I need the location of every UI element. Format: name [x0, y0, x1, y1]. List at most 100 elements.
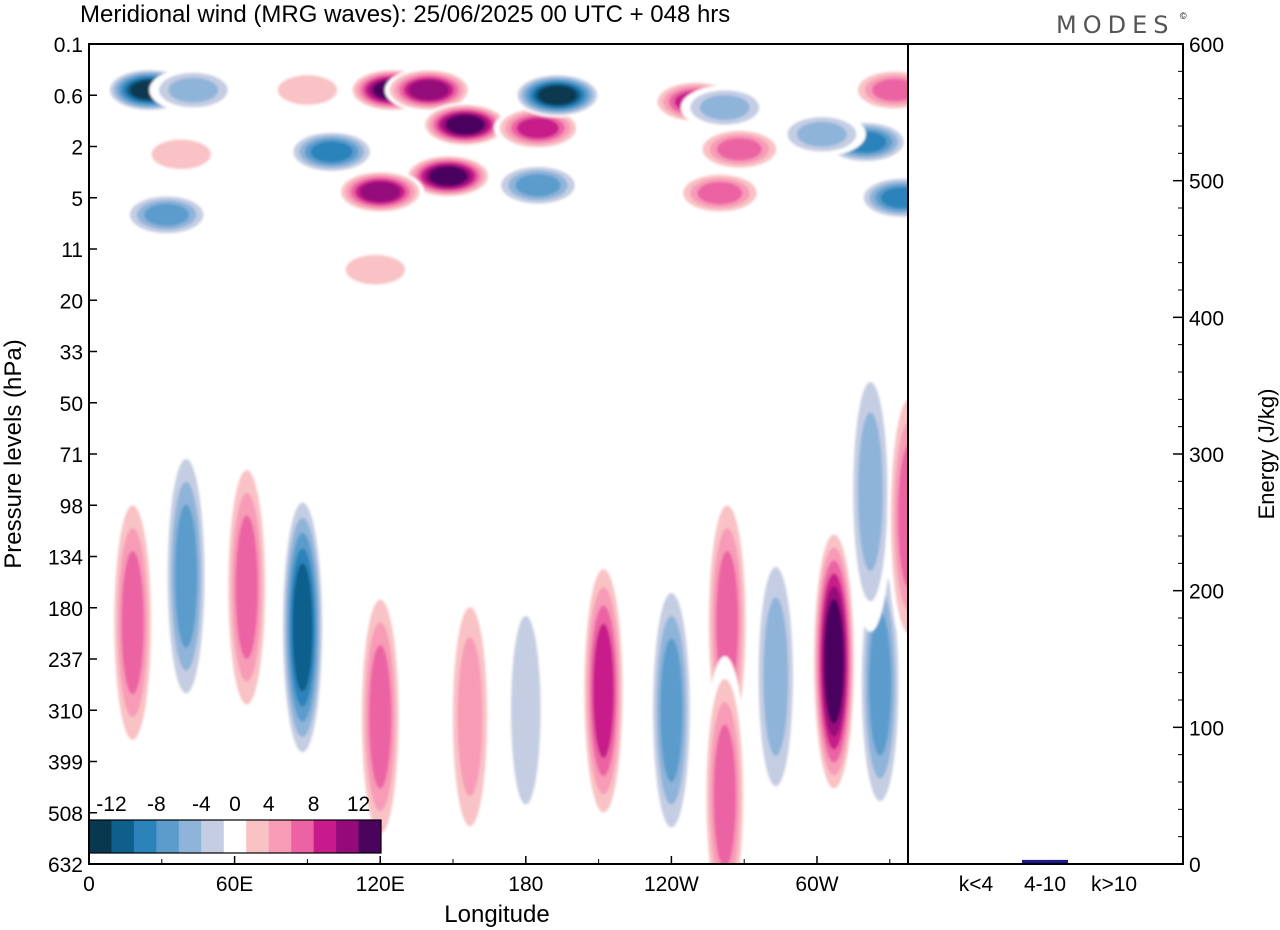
y2-tick-label: 300: [1189, 444, 1224, 467]
colorbar-swatch: [178, 820, 202, 853]
contour-cell: [358, 576, 403, 857]
y-tick-label: 310: [48, 700, 83, 723]
y2-tick-label: 200: [1189, 581, 1224, 604]
contour-cell: [702, 656, 747, 864]
colorbar-swatch: [358, 820, 382, 853]
colorbar-tick-label: 12: [347, 793, 370, 816]
contour-level: [345, 254, 406, 285]
contour-level: [796, 121, 847, 147]
colorbar-swatch: [156, 820, 180, 853]
y-tick-label: 20: [60, 290, 83, 313]
contour-level: [168, 77, 219, 103]
x-axis-label: Longitude: [444, 901, 549, 928]
contour-cell: [906, 384, 908, 396]
colorbar-tick-label: 8: [308, 793, 320, 816]
contour-cell: [753, 536, 798, 817]
contour-level: [699, 95, 750, 120]
brand-registered-mark: ©: [1180, 11, 1187, 21]
contour-level: [360, 181, 401, 202]
energy-frame: [907, 43, 1184, 865]
contour-level: [868, 612, 892, 756]
contour-level: [408, 79, 449, 101]
contour-level: [457, 637, 483, 797]
contour-level: [277, 75, 338, 105]
colorbar-tick-label: -4: [192, 793, 211, 816]
y-tick-label: 237: [48, 649, 83, 672]
y-tick-label: 11: [61, 239, 83, 262]
contour-cell: [331, 247, 420, 292]
contour-level: [906, 384, 908, 396]
colorbar-swatch: [268, 820, 292, 853]
contour-cell: [848, 351, 893, 632]
contour-cell: [263, 68, 352, 113]
contour-level: [445, 115, 485, 135]
x-tick-label: 60W: [795, 873, 838, 896]
contour-level: [716, 137, 762, 161]
contour-level: [592, 623, 615, 759]
y2-tick-label: 0: [1189, 854, 1201, 877]
contour-level: [880, 187, 908, 209]
contour-cell: [887, 376, 908, 657]
y2-tick-label: 100: [1189, 717, 1224, 740]
contour-level: [697, 181, 743, 205]
brand-logo: MODES: [1056, 11, 1174, 39]
contour-level: [368, 644, 392, 789]
contour-level: [151, 139, 211, 170]
contour-cell: [695, 127, 784, 172]
contour-level: [763, 597, 789, 757]
y-tick-label: 50: [60, 393, 83, 416]
chart-axes: 0.1 0.6 2 5 11 20 33 50 71 98 134 180 237 310 399 508 63…: [48, 34, 1224, 896]
contour-cell: [287, 129, 376, 174]
energy-bar-panel: k<4 4-10 k>10: [953, 859, 1137, 896]
contour-level: [292, 563, 313, 692]
contour-cell: [581, 550, 626, 831]
contour-cell: [777, 112, 866, 157]
contour-cell: [110, 482, 155, 763]
colorbar-swatch: [313, 820, 337, 853]
y2-tick-label: 500: [1189, 171, 1224, 194]
energy-category-label: k<4: [959, 873, 994, 896]
y-tick-label: 0.1: [54, 34, 83, 57]
energy-bar: [1022, 859, 1068, 864]
contour-cell: [857, 175, 908, 220]
y-tick-label: 5: [71, 188, 83, 211]
contour-field: [105, 68, 908, 864]
colorbar-swatch: [246, 820, 269, 853]
colorbar-swatch: [201, 820, 225, 853]
y-tick-label: 399: [48, 752, 83, 775]
contour-level: [824, 599, 844, 724]
contour-level: [144, 203, 190, 227]
y-tick-label: 632: [48, 854, 83, 877]
y-axis-label: Pressure levels (hPa): [0, 339, 27, 568]
colorbar-tick-label: -8: [147, 793, 166, 816]
y2-tick-label: 400: [1189, 307, 1224, 330]
contour-cell: [649, 570, 694, 851]
contour-level: [660, 638, 683, 782]
x-tick-label: 120E: [356, 873, 405, 896]
colorbar-tick-label: -12: [96, 793, 126, 816]
contour-level: [897, 445, 908, 588]
contour-cell: [164, 436, 209, 717]
x-tick-label: 60E: [216, 873, 253, 896]
colorbar-swatch: [336, 820, 359, 853]
contour-cell: [336, 169, 425, 214]
colorbar-legend: -12 -8 -4 0 4 8 12: [88, 793, 382, 854]
contour-cell: [493, 163, 582, 208]
contour-level: [515, 173, 561, 197]
energy-category-label: k>10: [1091, 873, 1137, 896]
x-tick-label: 0: [83, 873, 95, 896]
contour-cell: [384, 68, 473, 113]
contour-cell: [224, 447, 269, 728]
colorbar-swatch: [89, 820, 112, 853]
x-tick-label: 180: [508, 873, 543, 896]
contour-level: [857, 412, 883, 572]
colorbar-swatch: [291, 820, 314, 853]
y-tick-label: 134: [48, 547, 83, 570]
contour-cell: [149, 68, 238, 113]
contour-level: [713, 724, 737, 864]
contour-cell: [137, 132, 226, 177]
contour-cell: [503, 570, 548, 851]
y-tick-label: 98: [60, 495, 83, 518]
y-tick-label: 2: [71, 137, 83, 160]
